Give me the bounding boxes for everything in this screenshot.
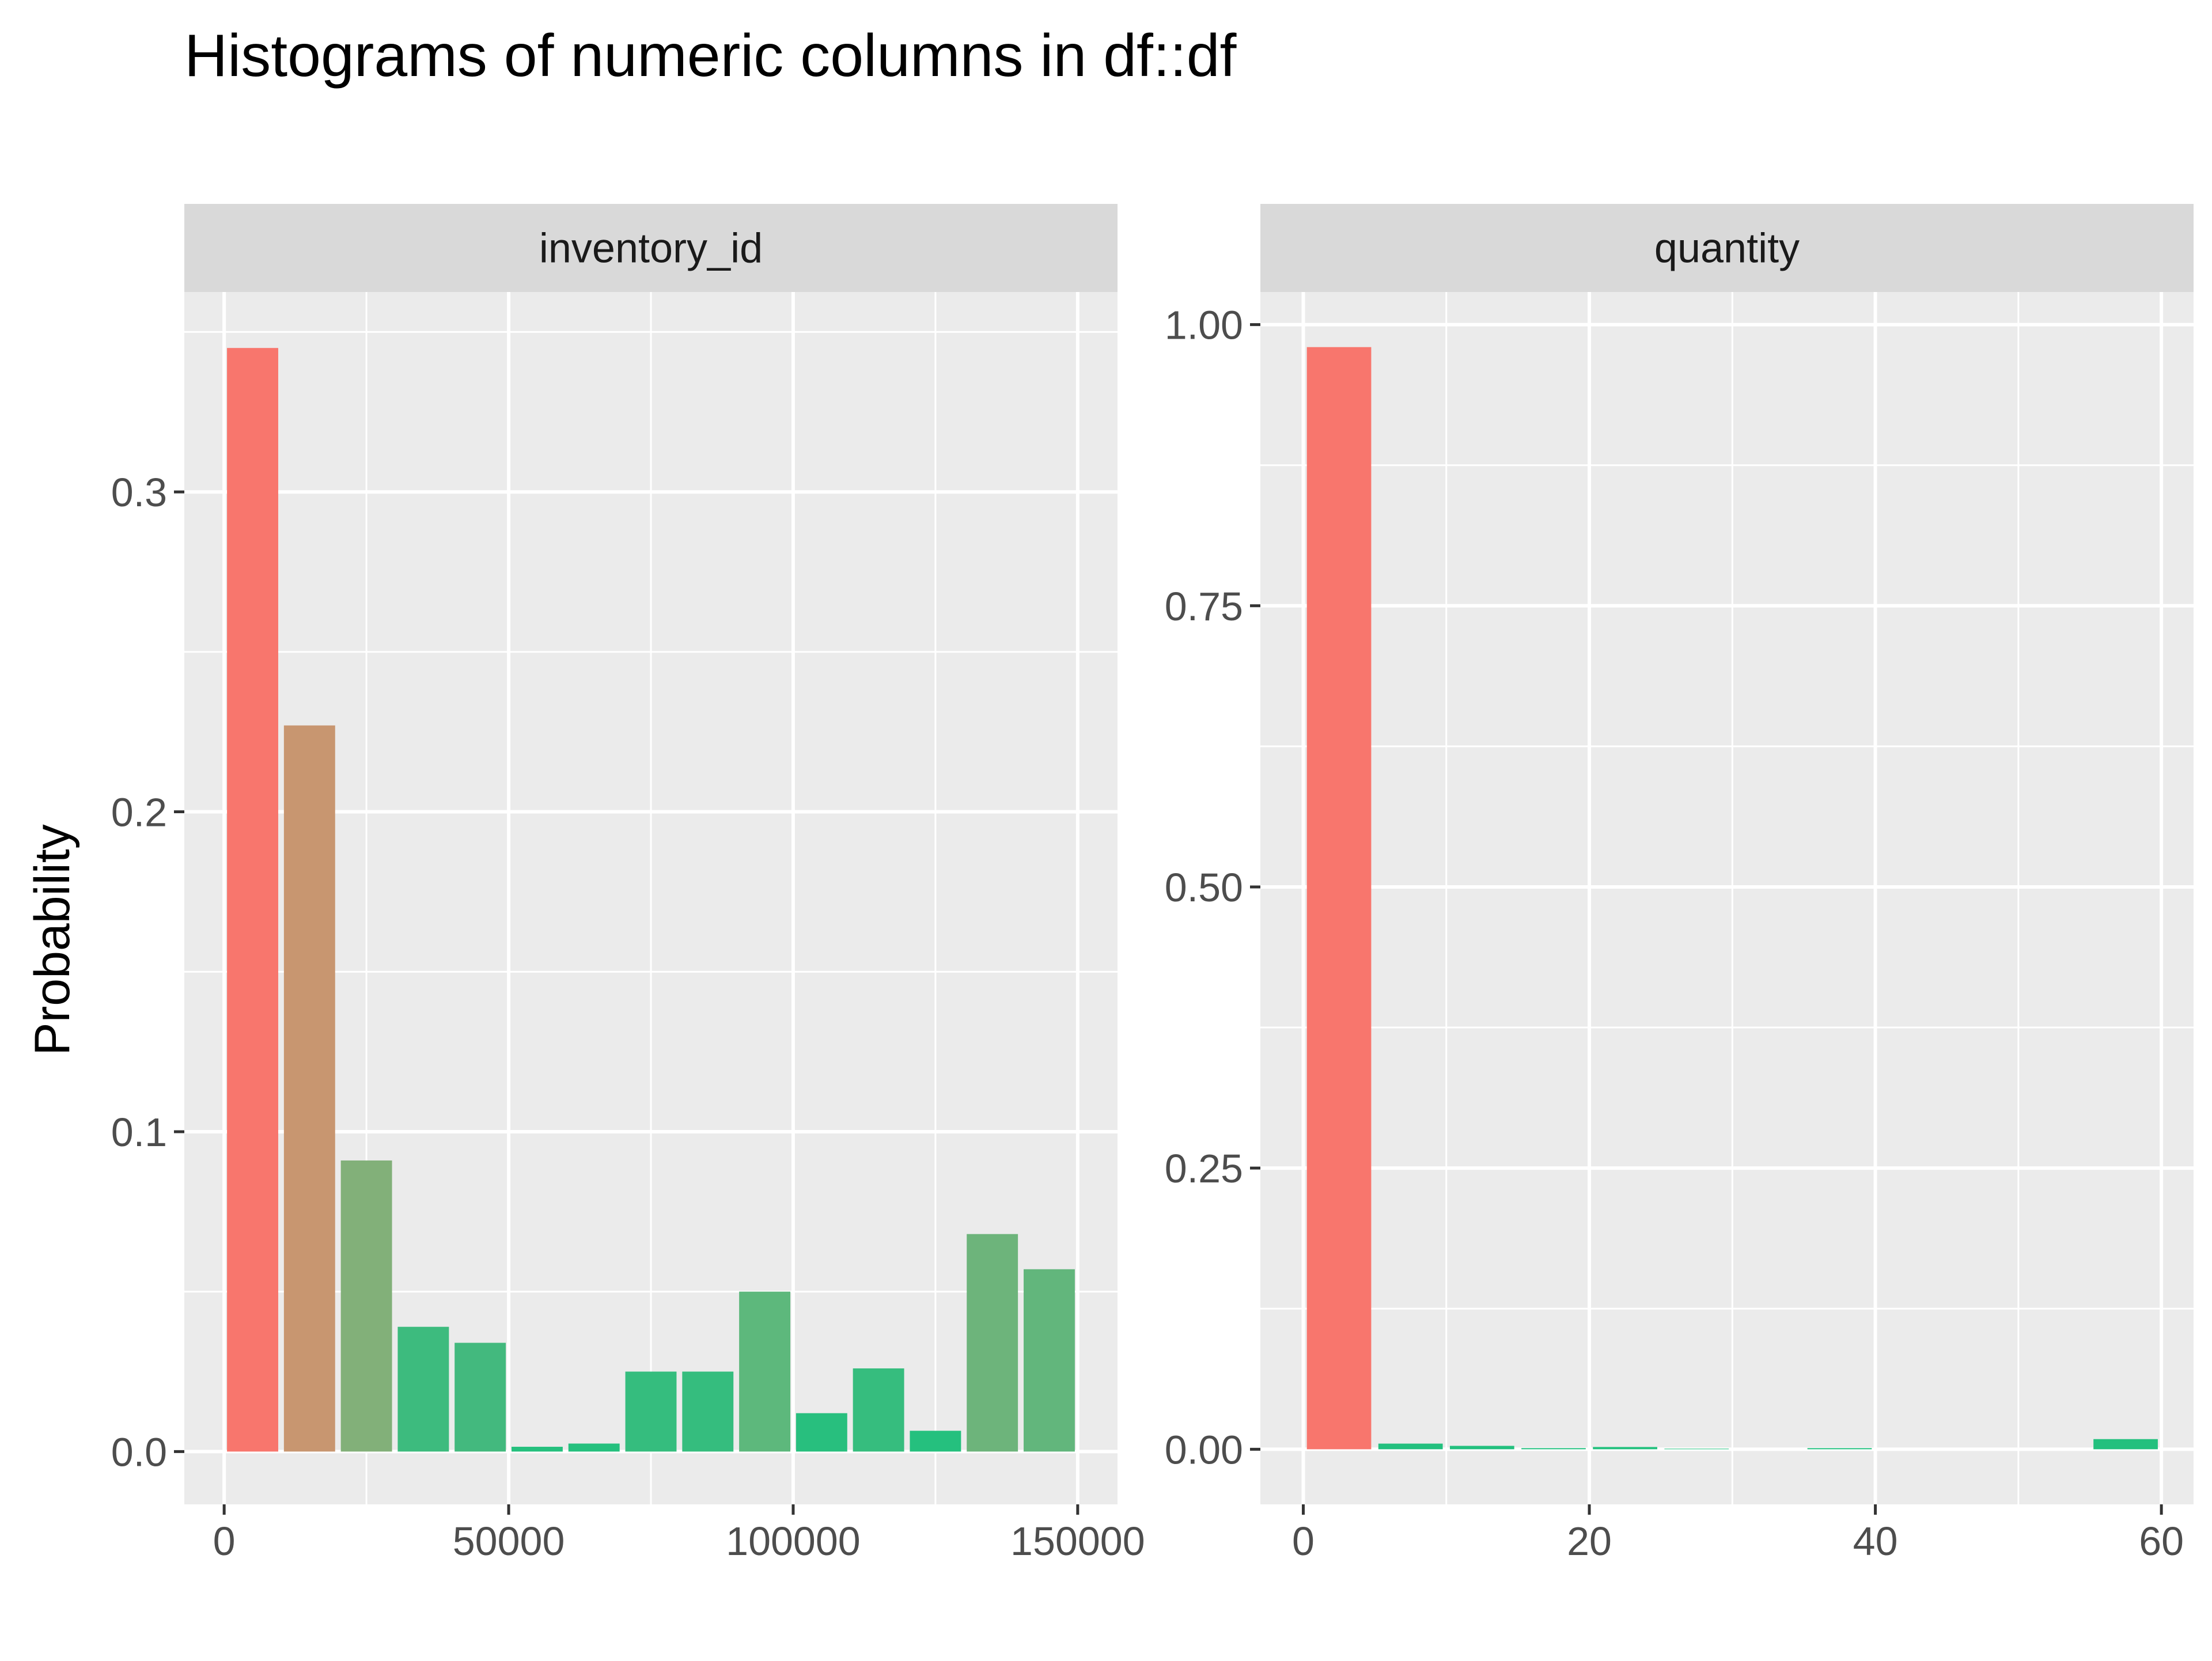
histogram-bar (227, 348, 278, 1452)
histogram-bar (682, 1371, 734, 1452)
histogram-bar (397, 1326, 449, 1452)
histogram-bar (340, 1160, 392, 1452)
y-tick-label: 1.00 (1165, 303, 1243, 348)
plot-panel-background (1260, 292, 2194, 1504)
histogram-bar (283, 725, 335, 1452)
histogram-bar (568, 1443, 620, 1452)
histogram-bar (739, 1291, 791, 1452)
histogram-bar (1807, 1448, 1872, 1450)
histogram-bar (1521, 1448, 1586, 1450)
x-tick-label: 20 (1567, 1519, 1612, 1564)
y-tick-label: 0.0 (111, 1429, 167, 1474)
histogram-bar (967, 1234, 1018, 1452)
y-tick-label: 0.2 (111, 790, 167, 835)
facet-panel-inventory-id: inventory_id 0.0 0.1 0.2 0.3 0 50000 100000 1500… (111, 204, 1145, 1564)
x-tick-label: 100000 (726, 1519, 861, 1564)
histogram-bar (853, 1368, 904, 1452)
histogram-bar (454, 1343, 506, 1452)
histogram-bar (625, 1371, 677, 1452)
y-tick-label: 0.25 (1165, 1146, 1243, 1191)
histogram-bar (1664, 1448, 1729, 1450)
histogram-bar (2093, 1439, 2158, 1450)
histogram-bar (1449, 1446, 1514, 1450)
histogram-bar (1024, 1269, 1075, 1452)
x-tick-label: 60 (2139, 1519, 2184, 1564)
y-tick-label: 0.3 (111, 470, 167, 515)
histogram-bar (796, 1413, 847, 1452)
histogram-bar (511, 1447, 563, 1452)
histogram-bar (1378, 1443, 1443, 1450)
histogram-bar (1593, 1447, 1657, 1450)
facet-strip-label: quantity (1654, 226, 1800, 272)
x-tick-label: 150000 (1010, 1519, 1145, 1564)
x-tick-label: 0 (213, 1519, 236, 1564)
y-tick-label: 0.50 (1165, 865, 1243, 910)
x-tick-label: 0 (1292, 1519, 1315, 1564)
x-tick-label: 50000 (453, 1519, 565, 1564)
facet-strip-inventory-id (184, 204, 1118, 292)
x-tick-label: 40 (1853, 1519, 1898, 1564)
histogram-bar (910, 1431, 961, 1452)
facet-panel-quantity: quantity 0.00 0.25 0.50 0.75 1.00 0 20 40 60 (1165, 204, 2194, 1564)
histogram-bar (1306, 347, 1372, 1450)
facet-strip-quantity (1260, 204, 2194, 292)
y-tick-label: 0.1 (111, 1110, 167, 1155)
y-tick-label: 0.00 (1165, 1427, 1243, 1472)
facet-strip-label: inventory_id (539, 226, 763, 272)
y-axis-label: Probability (25, 824, 80, 1056)
chart-title: Histograms of numeric columns in df::df (184, 22, 1237, 89)
y-tick-label: 0.75 (1165, 584, 1243, 629)
